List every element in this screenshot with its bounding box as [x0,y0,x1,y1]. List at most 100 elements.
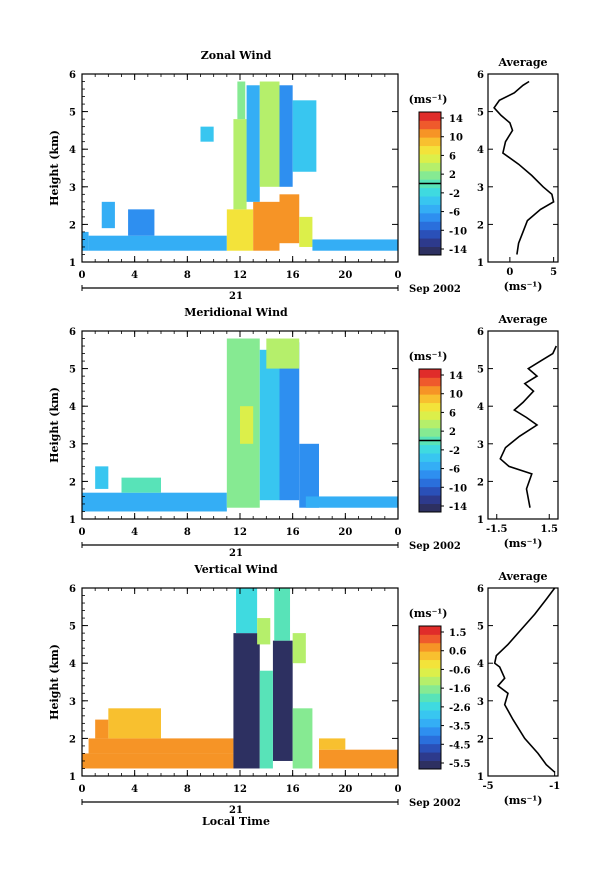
colorbar-tick-label: -3.5 [449,722,471,733]
x-tick-label: 20 [338,270,352,281]
profile-x-tick-label: -1.5 [486,524,508,535]
heatmap-cell [299,216,313,247]
colorbar-tick-label: -2.6 [449,703,471,714]
y-tick-label: 2 [69,734,76,745]
heatmap-cell [226,209,254,251]
colorbar-tick-label: -10 [449,483,467,494]
colorbar-swatch [419,478,441,488]
x-tick-label: 20 [338,784,352,795]
colorbar-swatch [419,221,441,231]
heatmap-cell [259,670,273,769]
day-label: 21 [229,548,243,559]
profile-y-tick-label: 5 [477,622,484,633]
colorbar-swatch [419,659,441,669]
profile-title: Average [497,313,547,326]
x-tick-label: 0 [79,270,86,281]
colorbar-swatch [419,427,441,437]
profile-x-tick-label: 1.5 [541,524,558,535]
colorbar-swatch [419,402,441,412]
heatmap-cell [292,633,306,664]
profile-title: Average [497,56,547,69]
colorbar-tick-label: -4.5 [449,740,471,751]
panel-title: Vertical Wind [193,563,278,576]
colorbar-swatch [419,154,441,163]
colorbar-swatch [419,668,441,677]
y-tick-label: 4 [69,145,76,156]
profile-y-tick-label: 1 [477,772,484,783]
y-tick-label: 1 [69,515,76,526]
x-tick-label: 4 [131,270,138,281]
colorbar-swatch [419,137,441,147]
profile-y-tick-label: 5 [477,365,484,376]
heatmap-cell [259,81,280,187]
y-axis-label: Height (km) [48,644,61,720]
colorbar-tick-label: -2 [449,189,460,200]
colorbar-swatch [419,760,441,770]
colorbar-swatch [419,718,441,728]
colorbar-swatch [419,693,441,703]
profile-x-tick-label: -5 [482,781,493,792]
colorbar-unit: (ms⁻¹) [409,350,448,363]
colorbar-swatch [419,676,441,686]
profile-line [493,80,555,255]
colorbar-swatch [419,411,441,420]
heatmap-cell [272,640,293,761]
heatmap-cell [233,119,247,210]
profile-y-tick-label: 3 [477,697,484,708]
profile-y-tick-label: 4 [477,402,484,413]
profile-x-axis-label: (ms⁻¹) [504,537,543,550]
y-tick-label: 6 [69,327,76,338]
x-tick-label: 16 [286,784,300,795]
heatmap-cell [88,738,234,754]
profile-frame [487,587,559,777]
colorbar-swatch [419,461,441,471]
colorbar-swatch [419,145,441,155]
x-axis-label: Local Time [202,815,270,828]
colorbar-tick-label: 10 [449,390,463,401]
profile-y-tick-label: 6 [477,327,484,338]
colorbar-tick-label: -0.6 [449,665,471,676]
colorbar-swatch [419,120,441,130]
x-tick-label: 0 [395,527,402,538]
heatmap-cell [279,85,293,187]
profile-y-tick-label: 2 [477,477,484,488]
date-label: Sep 2002 [409,541,461,552]
colorbar-unit: (ms⁻¹) [409,93,448,106]
heatmap-cell [200,126,214,142]
x-tick-label: 4 [131,784,138,795]
profile-frame [487,73,559,263]
colorbar-swatch [419,204,441,214]
date-label: Sep 2002 [409,798,461,809]
y-tick-label: 6 [69,70,76,81]
heatmap-cell [233,633,260,769]
heatmap-cell [257,618,271,645]
heatmap-cell [266,338,300,369]
x-tick-label: 0 [395,784,402,795]
heatmap-cell [240,406,254,444]
heatmap-cell [292,100,317,172]
colorbar-swatch [419,196,441,205]
profile-y-tick-label: 2 [477,220,484,231]
colorbar-swatch [419,701,441,711]
heatmap-cell [292,708,313,769]
colorbar-tick-label: -2 [449,446,460,457]
profile-x-tick-label: -1 [549,781,560,792]
x-tick-label: 8 [184,527,191,538]
colorbar-unit: (ms⁻¹) [409,607,448,620]
colorbar-swatch [419,486,441,496]
profile-line [499,345,558,508]
day-label: 21 [229,805,243,816]
y-tick-label: 6 [69,584,76,595]
colorbar-tick-label: 6 [449,151,456,162]
colorbar-swatch [419,212,441,222]
heatmap-cell [95,466,109,489]
x-tick-label: 0 [79,784,86,795]
colorbar-swatch [419,743,441,753]
colorbar-swatch [419,385,441,395]
profile-y-tick-label: 3 [477,183,484,194]
colorbar-frame [418,625,442,770]
day-label: 21 [229,291,243,302]
colorbar-swatch [419,752,441,761]
